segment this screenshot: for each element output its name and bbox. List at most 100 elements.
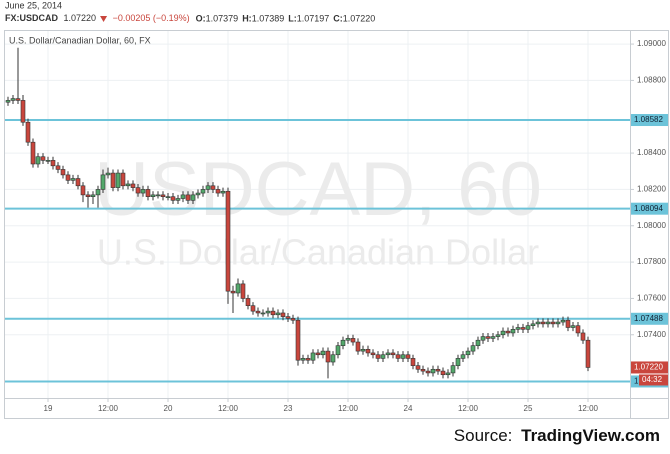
ohlc-key: H:	[242, 13, 252, 23]
candle-body	[310, 352, 316, 361]
candle-body	[520, 327, 526, 330]
candle-body	[485, 336, 491, 339]
candle-body	[245, 298, 251, 306]
candle-body	[210, 185, 216, 190]
candle-body	[315, 352, 321, 356]
candle-body	[205, 185, 211, 190]
candle-body	[390, 352, 396, 356]
ticker-line: FX:USDCAD 1.07220 −0.00205 (−0.19%)	[5, 13, 190, 23]
candle-body	[580, 332, 586, 341]
candle-body	[300, 358, 306, 361]
candle-body	[345, 338, 351, 341]
ohlc-value: 1.07197	[297, 13, 330, 23]
change: −0.00205 (−0.19%)	[113, 13, 190, 23]
candle-body	[450, 365, 456, 374]
candle-body	[405, 354, 411, 359]
ohlc-value: 1.07389	[252, 13, 285, 23]
axes: 1.07400 1.07600 1.07800 1.08000 1.08200 1.084…	[44, 39, 668, 413]
candle-body	[340, 339, 346, 346]
candle-body	[425, 370, 431, 374]
candle-body	[320, 350, 326, 356]
candle-body	[370, 352, 376, 356]
x-tick-label: 12:00	[98, 404, 119, 413]
candle-body	[420, 368, 426, 372]
candle-body	[260, 312, 266, 315]
x-tick-label: 12:00	[458, 404, 479, 413]
countdown-box	[639, 374, 668, 386]
candle-body	[530, 323, 536, 326]
candle-body	[130, 183, 136, 188]
candle-body	[460, 354, 466, 359]
candle-body	[125, 183, 131, 187]
candle-body	[50, 160, 56, 167]
candle-body	[395, 354, 401, 359]
x-tick-label: 24	[404, 404, 413, 413]
candle-body	[440, 370, 446, 376]
candle-body	[555, 321, 561, 325]
source-prefix: Source:	[454, 426, 513, 445]
candle-body	[475, 339, 481, 346]
symbol: FX:USDCAD	[5, 13, 58, 23]
y-tick-label: 1.08800	[637, 76, 666, 85]
countdown: 04:32	[642, 375, 663, 384]
candle-body	[105, 172, 111, 176]
level-label-box	[631, 312, 668, 325]
candle-body	[280, 312, 286, 317]
candle-body	[35, 156, 41, 165]
candle-body	[5, 100, 11, 103]
candle-body	[180, 194, 186, 199]
candle-body	[585, 339, 591, 368]
candle-body	[305, 358, 311, 361]
y-tick-label: 1.07800	[637, 257, 666, 266]
candle-body	[235, 283, 241, 294]
candle-body	[435, 368, 441, 372]
x-tick-label: 12:00	[338, 404, 359, 413]
x-tick-label: 23	[284, 404, 293, 413]
x-tick-label: 20	[164, 404, 173, 413]
candle-body	[480, 336, 486, 341]
candle-body	[550, 321, 556, 325]
level-label: 1	[634, 377, 639, 386]
x-tick-label: 19	[44, 404, 53, 413]
ohlc-value: 1.07379	[206, 13, 239, 23]
candle-body	[135, 187, 141, 194]
candle-body	[55, 165, 61, 170]
candle-body	[110, 172, 116, 188]
level-label: 1.08582	[634, 115, 663, 124]
candle-body	[350, 338, 356, 343]
candle-body	[145, 189, 151, 197]
candle-body	[75, 178, 81, 187]
source-name: TradingView.com	[521, 426, 660, 445]
candle-body	[190, 194, 196, 201]
down-arrow	[100, 16, 108, 22]
candle-body	[20, 100, 26, 123]
y-tick-label: 1.08400	[637, 148, 666, 157]
candle-body	[510, 329, 516, 334]
candle-body	[335, 345, 341, 356]
level-label: 1.08094	[634, 204, 663, 213]
candle-body	[415, 365, 421, 370]
candle-body	[170, 196, 176, 201]
x-tick-label: 12:00	[218, 404, 239, 413]
candle-body	[275, 312, 281, 316]
candle-body	[70, 178, 76, 181]
candle-body	[565, 319, 571, 328]
watermark-name: U.S. Dollar/Canadian Dollar	[97, 232, 539, 273]
ohlc-key: O:	[196, 13, 206, 23]
candle-body	[400, 354, 406, 359]
candle-body	[185, 194, 191, 201]
candle-body	[470, 345, 476, 352]
candle-body	[410, 358, 416, 366]
x-tick-label: 25	[524, 404, 533, 413]
candle-body	[365, 348, 371, 354]
candle-body	[570, 325, 576, 328]
candle-body	[220, 190, 226, 194]
level-label-box	[631, 114, 668, 127]
candle-body	[115, 172, 121, 188]
chart-title: U.S. Dollar/Canadian Dollar, 60, FX	[9, 35, 151, 45]
candle-body	[500, 330, 506, 336]
candle-body	[225, 190, 231, 292]
candle-body	[285, 316, 291, 319]
candle-body	[155, 194, 161, 197]
last-price-label: 1.07220	[634, 363, 663, 372]
